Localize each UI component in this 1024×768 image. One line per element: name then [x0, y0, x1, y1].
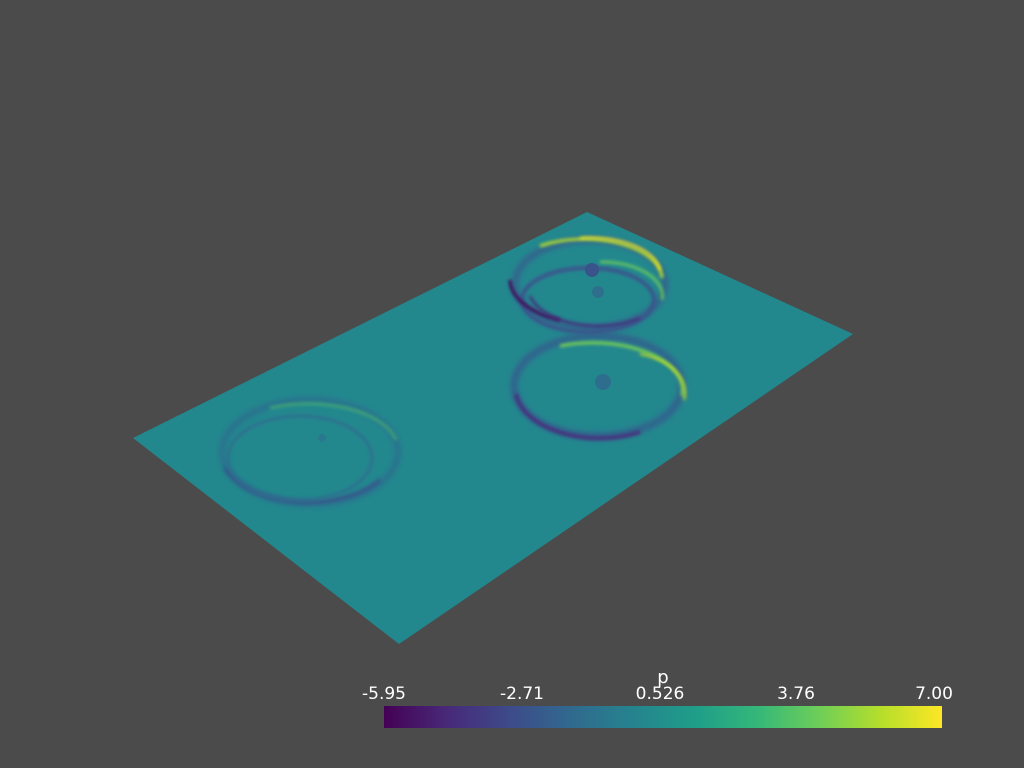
- colormap-gradient: [384, 706, 942, 728]
- scalar-bar-tick-min: -5.95: [362, 684, 406, 704]
- scalar-bar-tick-4: 3.76: [777, 684, 815, 704]
- ripple-left: [219, 397, 401, 507]
- scalar-bar: p -5.95 -2.71 0.526 3.76 7.00: [362, 667, 953, 730]
- scalar-bar-tick-max: 7.00: [915, 684, 953, 704]
- scalar-bar-tick-2: -2.71: [500, 684, 544, 704]
- scalar-bar-title: p: [657, 667, 669, 688]
- ripple-top-cluster: [508, 236, 668, 334]
- ripple-right-lower: [510, 332, 686, 441]
- pressure-surface: [133, 212, 853, 644]
- scalar-bar-tick-3: 0.526: [635, 684, 685, 704]
